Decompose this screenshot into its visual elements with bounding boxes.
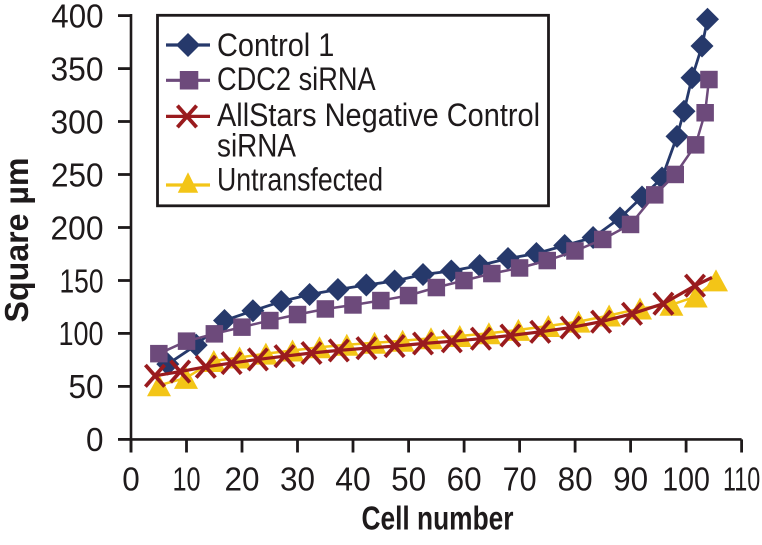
svg-text:300: 300 bbox=[51, 103, 104, 140]
svg-text:60: 60 bbox=[447, 461, 482, 498]
svg-text:200: 200 bbox=[51, 209, 104, 246]
svg-text:50: 50 bbox=[391, 461, 426, 498]
svg-text:10: 10 bbox=[173, 461, 201, 498]
svg-text:Cell number: Cell number bbox=[362, 500, 514, 537]
svg-text:30: 30 bbox=[280, 461, 315, 498]
svg-text:siRNA: siRNA bbox=[217, 128, 297, 164]
svg-text:AllStars Negative Control: AllStars Negative Control bbox=[217, 97, 540, 133]
svg-text:0: 0 bbox=[122, 461, 140, 498]
svg-text:CDC2 siRNA: CDC2 siRNA bbox=[217, 61, 376, 97]
svg-text:70: 70 bbox=[503, 461, 537, 498]
svg-text:40: 40 bbox=[335, 461, 371, 498]
svg-text:150: 150 bbox=[60, 262, 104, 299]
svg-text:50: 50 bbox=[69, 368, 104, 405]
svg-text:250: 250 bbox=[51, 156, 104, 193]
svg-text:400: 400 bbox=[51, 0, 103, 34]
svg-text:80: 80 bbox=[558, 461, 593, 498]
svg-text:110: 110 bbox=[723, 461, 760, 498]
svg-text:350: 350 bbox=[51, 50, 104, 87]
svg-text:Square µm: Square µm bbox=[0, 158, 35, 323]
svg-text:20: 20 bbox=[225, 461, 260, 498]
svg-text:Control 1: Control 1 bbox=[217, 27, 334, 63]
svg-text:0: 0 bbox=[86, 421, 104, 458]
svg-text:100: 100 bbox=[59, 315, 104, 352]
svg-text:100: 100 bbox=[662, 461, 710, 498]
svg-text:90: 90 bbox=[613, 461, 648, 498]
svg-text:Untransfected: Untransfected bbox=[217, 162, 383, 198]
